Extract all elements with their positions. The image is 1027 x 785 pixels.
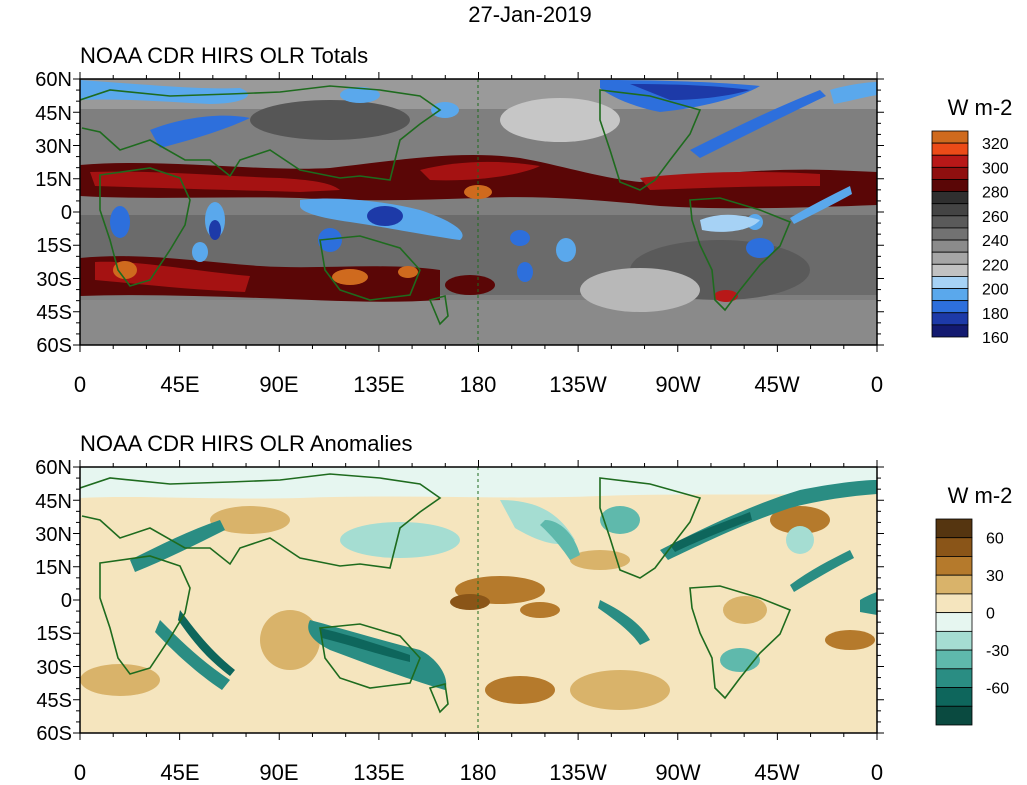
lat-label: 60S [36, 723, 72, 745]
lon-label: 135W [549, 760, 607, 785]
colorbar-swatch [935, 668, 973, 688]
lon-label: 45W [754, 760, 799, 785]
lat-label: 45S [36, 690, 72, 712]
colorbar-swatch [935, 687, 973, 707]
lon-label: 90E [259, 760, 298, 785]
anomalies-map-field [80, 467, 877, 733]
colorbar-label: 260 [982, 209, 1009, 226]
totals-lon-axis: 0 45E 90E 135E 180 135W 90W 45W 0 [74, 372, 883, 397]
colorbar-swatch [935, 705, 973, 726]
lat-label: 30N [35, 136, 72, 158]
lat-label: 0 [61, 202, 72, 224]
colorbar-swatch [935, 556, 973, 576]
lon-label: 0 [74, 760, 86, 785]
lat-label: 60S [36, 335, 72, 357]
lon-label: 45W [754, 372, 799, 397]
colorbar-swatch [931, 166, 969, 180]
colorbar-swatch [931, 154, 969, 168]
lat-label: 45N [35, 103, 72, 125]
lat-label: 15N [35, 557, 72, 579]
colorbar-swatch [935, 518, 973, 539]
colorbar-swatch [931, 300, 969, 314]
lon-label: 45E [160, 372, 199, 397]
colorbar-swatch [931, 324, 969, 338]
lon-label: 180 [460, 760, 497, 785]
lon-label: 45E [160, 760, 199, 785]
anomalies-lon-axis: 0 45E 90E 135E 180 135W 90W 45W 0 [74, 760, 883, 785]
lat-label: 15S [36, 623, 72, 645]
anomalies-panel: NOAA CDR HIRS OLR Anomalies [35, 431, 1012, 785]
lat-label: 15S [36, 235, 72, 257]
colorbar-swatch [931, 203, 969, 217]
lon-label: 135W [549, 372, 607, 397]
colorbar-label: 180 [982, 306, 1009, 323]
figure-date-title: 27-Jan-2019 [468, 2, 592, 27]
colorbar-swatch [931, 263, 969, 277]
totals-panel-title: NOAA CDR HIRS OLR Totals [80, 43, 368, 68]
colorbar-label: 220 [982, 257, 1009, 274]
totals-units-label: W m-2 [948, 95, 1013, 120]
colorbar-swatch [931, 142, 969, 156]
lat-label: 60N [35, 69, 72, 91]
colorbar-label: 280 [982, 185, 1009, 202]
colorbar-swatch [931, 179, 969, 192]
anomalies-units-label: W m-2 [948, 483, 1013, 508]
lat-label: 30N [35, 524, 72, 546]
colorbar-label: -60 [986, 681, 1009, 698]
totals-map-field [80, 79, 877, 345]
lat-label: 45N [35, 491, 72, 513]
lon-label: 90W [655, 760, 700, 785]
lon-label: 90E [259, 372, 298, 397]
totals-axis-ticks [73, 72, 884, 352]
colorbar-swatch [931, 215, 969, 229]
lat-label: 0 [61, 590, 72, 612]
colorbar-swatch [935, 630, 973, 651]
lat-label: 45S [36, 302, 72, 324]
lon-label: 135E [353, 372, 404, 397]
lat-label: 30S [36, 269, 72, 291]
lon-label: 0 [871, 372, 883, 397]
colorbar-label: 320 [982, 136, 1009, 153]
colorbar-swatch [931, 276, 969, 289]
colorbar-label: 0 [986, 606, 995, 623]
colorbar-label: -30 [986, 643, 1009, 660]
anomalies-lat-axis: 60N 45N 30N 15N 0 15S 30S 45S 60S [35, 457, 72, 745]
colorbar-swatch [935, 537, 973, 557]
colorbar-swatch [931, 288, 969, 302]
lat-label: 60N [35, 457, 72, 479]
totals-panel: NOAA CDR HIRS OLR Totals [35, 43, 1012, 397]
colorbar-label: 200 [982, 282, 1009, 299]
colorbar-swatch [931, 130, 969, 144]
colorbar-label: 240 [982, 233, 1009, 250]
colorbar-label: 160 [982, 330, 1009, 347]
anomalies-colorbar: 60 30 0 -30 -60 [935, 518, 1009, 726]
lon-label: 0 [74, 372, 86, 397]
colorbar-label: 300 [982, 160, 1009, 177]
colorbar-swatch [935, 574, 973, 595]
colorbar-swatch [931, 239, 969, 253]
colorbar-swatch [935, 593, 973, 614]
lon-label: 90W [655, 372, 700, 397]
colorbar-swatch [935, 612, 973, 632]
colorbar-swatch [931, 312, 969, 326]
lon-label: 180 [460, 372, 497, 397]
lon-label: 0 [871, 760, 883, 785]
lat-label: 30S [36, 657, 72, 679]
lon-label: 135E [353, 760, 404, 785]
colorbar-swatch [931, 227, 969, 241]
totals-lat-axis: 60N 45N 30N 15N 0 15S 30S 45S 60S [35, 69, 72, 357]
totals-colorbar: 320 300 280 260 240 220 200 180 160 [931, 130, 1009, 347]
colorbar-swatch [931, 191, 969, 205]
colorbar-swatch [931, 251, 969, 265]
anomalies-axis-ticks [73, 460, 884, 740]
colorbar-swatch [935, 649, 973, 670]
anomalies-panel-title: NOAA CDR HIRS OLR Anomalies [80, 431, 413, 456]
colorbar-label: 30 [986, 568, 1004, 585]
colorbar-label: 60 [986, 531, 1004, 548]
lat-label: 15N [35, 169, 72, 191]
